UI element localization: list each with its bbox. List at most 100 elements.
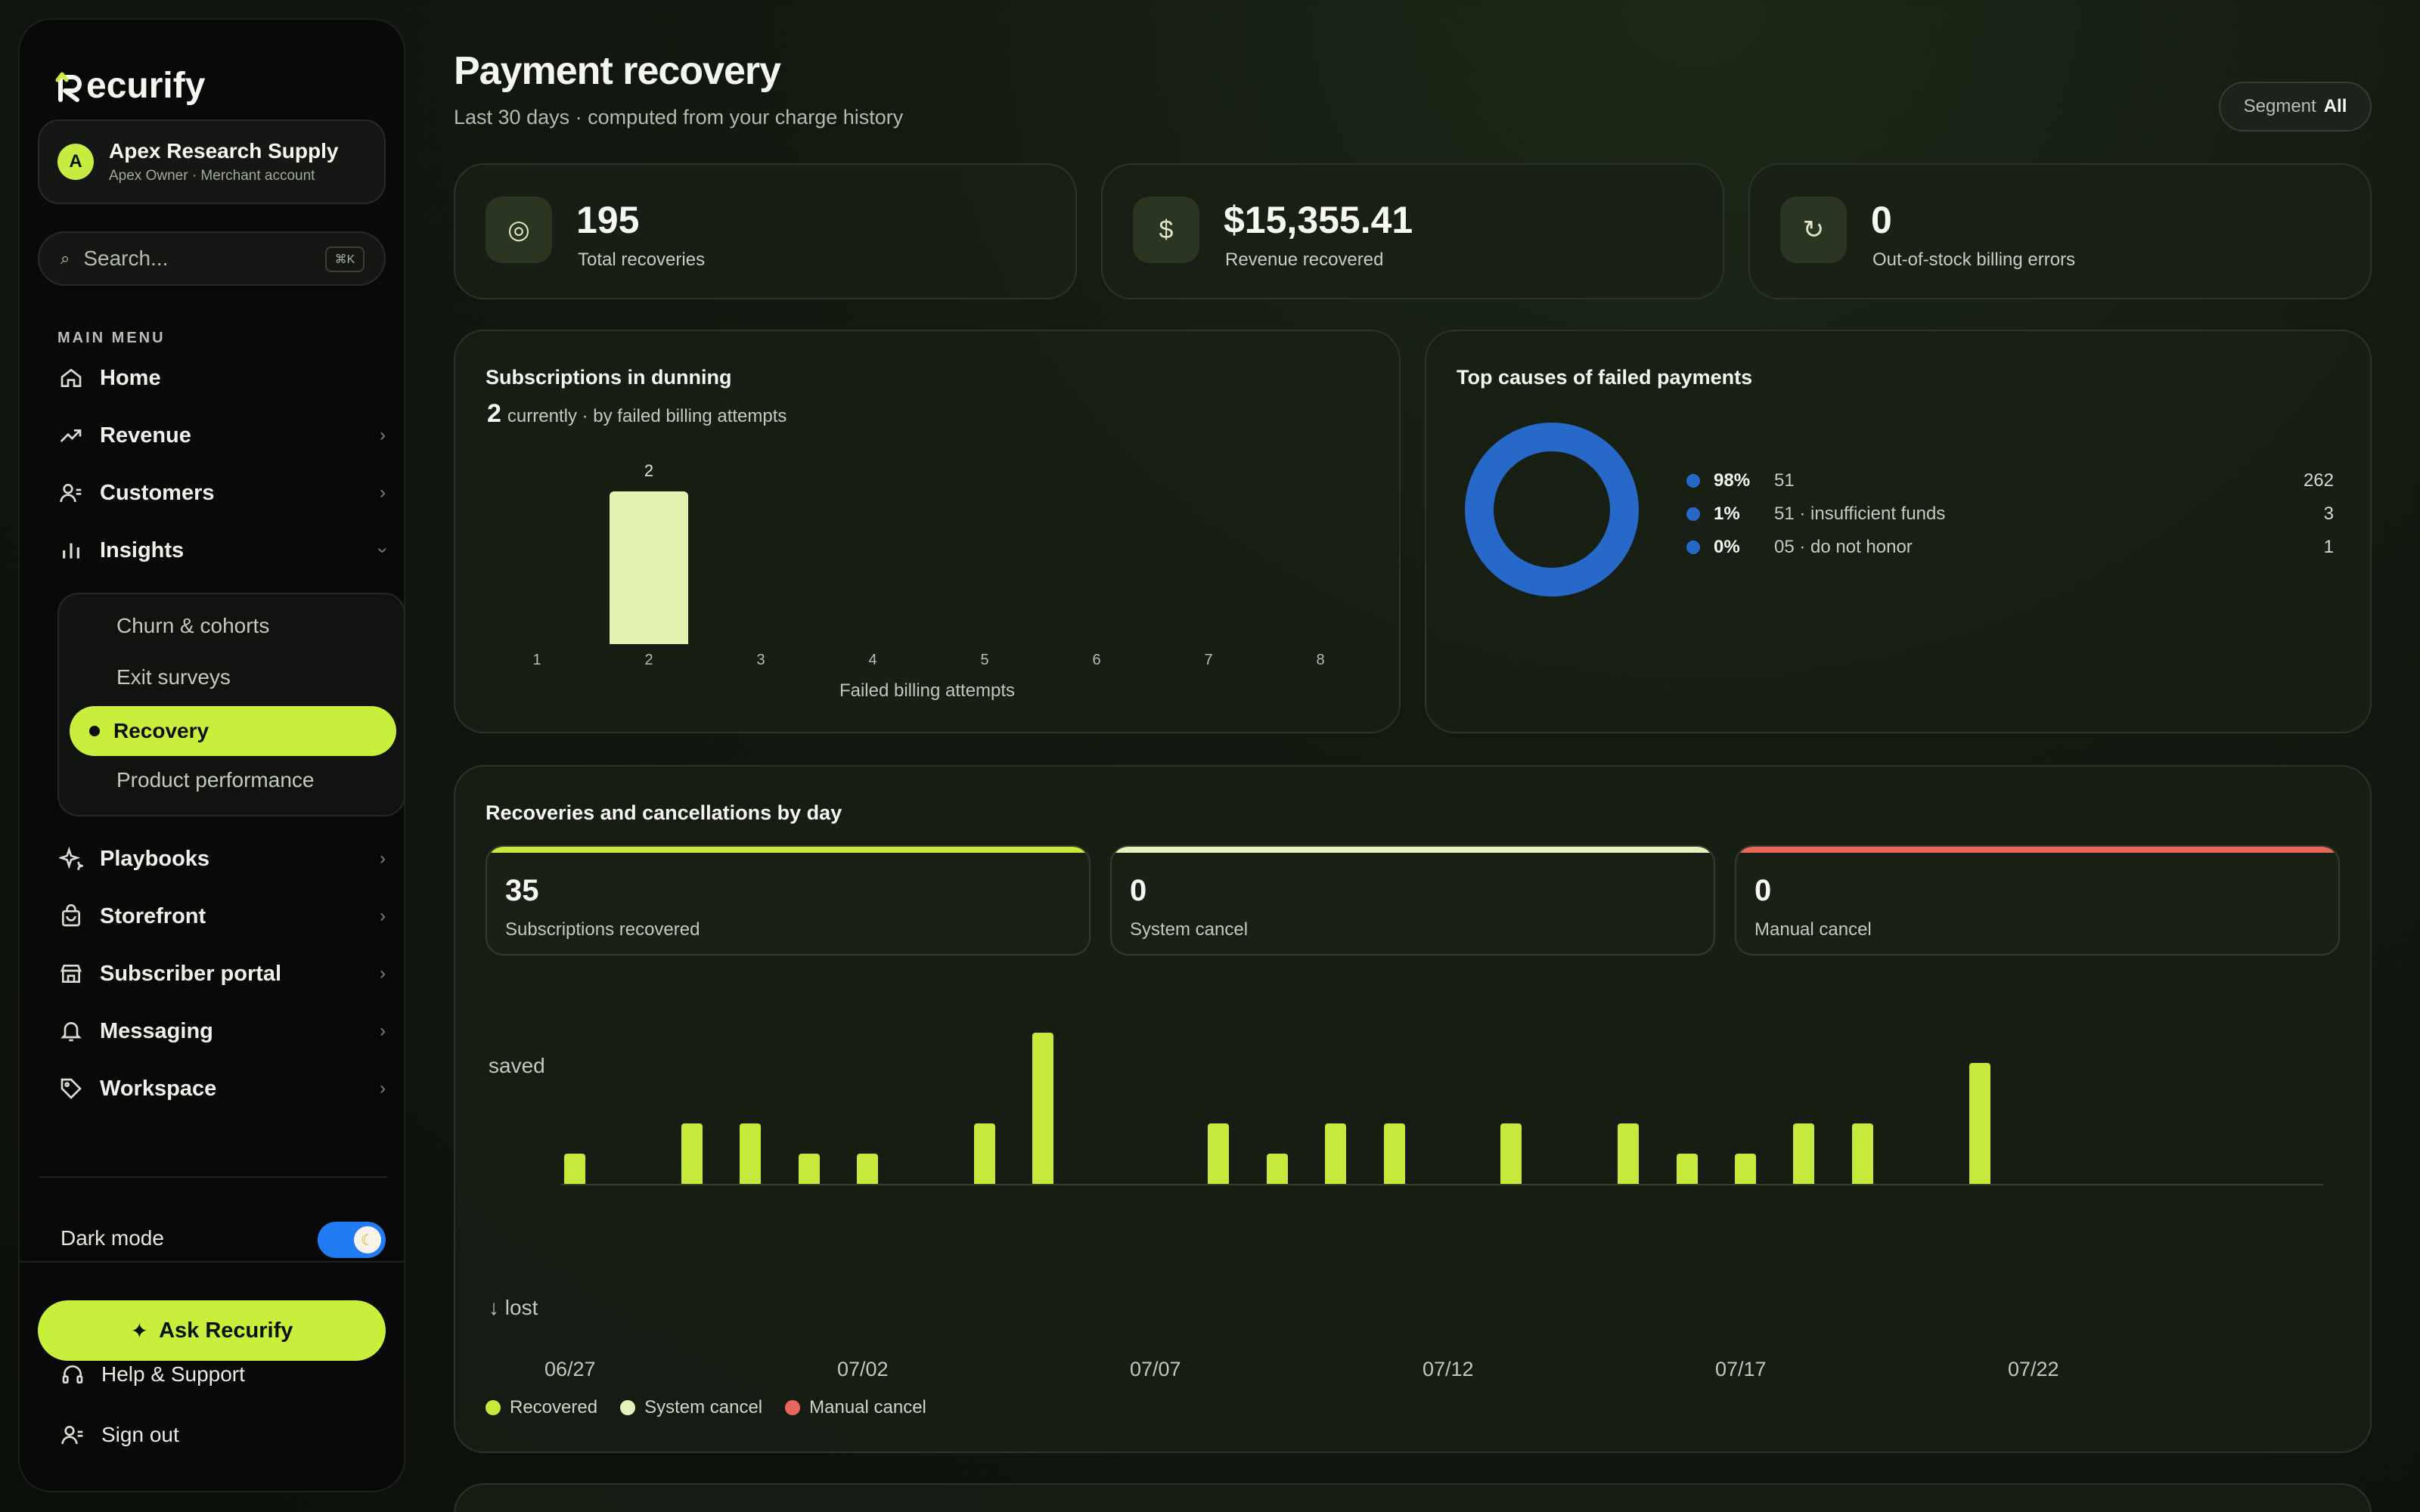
legend-label: System cancel (644, 1397, 763, 1418)
recurify-logo-icon (54, 70, 85, 103)
account-subtitle: Apex Owner · Merchant account (109, 168, 315, 184)
kpi-value: 195 (576, 199, 640, 241)
cause-count: 262 (2303, 470, 2334, 491)
recovered-bar[interactable] (1735, 1154, 1756, 1184)
logo-text: ecurify (86, 66, 206, 106)
cause-percent: 1% (1714, 503, 1740, 524)
submenu-item-recovery[interactable]: Recovery (70, 706, 396, 756)
logo[interactable]: ecurify (54, 65, 205, 107)
sidebar-item-playbooks[interactable]: Playbooks › (57, 836, 390, 881)
dunning-count-value: 2 (487, 399, 501, 428)
stat-accent (1736, 847, 2338, 853)
home-icon (57, 364, 85, 392)
users-icon (57, 479, 85, 507)
sidebar-item-storefront[interactable]: Storefront › (57, 894, 390, 939)
sign-out-label: Sign out (101, 1423, 179, 1446)
search-icon: ⌕ (60, 249, 70, 268)
x-tick-label: 06/27 (544, 1358, 596, 1380)
sidebar-item-insights[interactable]: Insights › (57, 528, 393, 573)
chevron-right-icon: › (380, 1078, 386, 1098)
legend-item: Manual cancel (785, 1397, 926, 1418)
recovered-bar[interactable] (973, 1123, 995, 1184)
recovered-bar[interactable] (1851, 1123, 1873, 1184)
store-icon (57, 960, 85, 987)
active-dot-icon (89, 726, 100, 736)
stat-value: 0 (1130, 874, 1147, 907)
refresh-icon: ↻ (1780, 197, 1847, 263)
recovered-bar[interactable] (1676, 1154, 1698, 1184)
recovered-bar[interactable] (1500, 1123, 1522, 1184)
chevron-right-icon: › (380, 1021, 386, 1041)
recovered-bar[interactable] (857, 1154, 878, 1184)
recovered-bar[interactable] (1383, 1123, 1405, 1184)
x-tick-label: 8 (1316, 652, 1325, 668)
trending-up-icon (57, 422, 85, 449)
cause-count: 3 (2323, 503, 2334, 524)
legend-label: Recovered (510, 1397, 598, 1418)
dollar-icon: $ (1133, 197, 1199, 263)
recovered-bar[interactable] (798, 1154, 820, 1184)
sidebar-item-customers[interactable]: Customers › (57, 470, 390, 516)
recovered-bar[interactable] (1266, 1154, 1288, 1184)
sidebar-item-label: Customers (100, 480, 215, 505)
sidebar-item-revenue[interactable]: Revenue › (57, 413, 390, 458)
search-input[interactable]: ⌕ Search... ⌘K (38, 231, 386, 286)
x-tick-label: 3 (756, 652, 765, 668)
recovered-bar[interactable] (1969, 1063, 1990, 1184)
recovered-bar[interactable] (681, 1123, 703, 1184)
sidebar-item-workspace[interactable]: Workspace › (57, 1066, 390, 1111)
x-tick-label: 07/02 (837, 1358, 889, 1380)
x-tick-label: 4 (868, 652, 877, 668)
kpi-label: Total recoveries (578, 249, 706, 270)
dunning-bar[interactable] (610, 491, 688, 644)
sign-out-link[interactable]: Sign out (60, 1423, 179, 1447)
legend-dot (620, 1400, 636, 1415)
dunning-x-axis-title: Failed billing attempts (839, 680, 1016, 701)
divider (20, 1261, 404, 1263)
recovered-bar[interactable] (1618, 1123, 1640, 1184)
x-tick-label: 5 (980, 652, 989, 668)
recovered-bar[interactable] (1208, 1123, 1230, 1184)
cause-label: 51 · insufficient funds (1774, 503, 1946, 524)
chevron-right-icon: › (380, 482, 386, 503)
recovered-bar[interactable] (564, 1154, 585, 1184)
cause-count: 1 (2323, 537, 2334, 557)
dark-mode-toggle[interactable]: ☾ (318, 1222, 386, 1258)
sidebar-item-label: Home (100, 365, 161, 390)
dark-mode-row: Dark mode ☾ (60, 1217, 386, 1259)
sidebar-item-subscriber-portal[interactable]: Subscriber portal › (57, 951, 390, 996)
chart-legend: Recovered System cancel Manual cancel (486, 1397, 949, 1418)
kpi-label: Out-of-stock billing errors (1872, 249, 2076, 270)
submenu-item-exit-surveys[interactable]: Exit surveys (116, 665, 231, 689)
kpi-card-revenue-recovered: $ $15,355.41 Revenue recovered (1101, 163, 1724, 299)
help-support-link[interactable]: Help & Support (60, 1362, 245, 1387)
account-name: Apex Research Supply (109, 139, 339, 163)
sidebar-item-messaging[interactable]: Messaging › (57, 1009, 390, 1054)
legend-dot (1686, 507, 1700, 521)
submenu-item-product-performance[interactable]: Product performance (116, 768, 315, 792)
divider (39, 1176, 387, 1178)
kpi-value: $15,355.41 (1224, 199, 1413, 241)
ask-button-label: Ask Recurify (159, 1318, 293, 1343)
chevron-right-icon: › (380, 425, 386, 445)
recovered-bar[interactable] (1032, 1033, 1054, 1184)
ask-recurify-button[interactable]: ✦ Ask Recurify (38, 1300, 386, 1361)
dark-mode-label: Dark mode (60, 1226, 164, 1250)
submenu-item-label: Recovery (113, 719, 209, 742)
cause-row: 0% 05 · do not honor 1 (1686, 532, 2334, 562)
segment-key: Segment (2243, 96, 2316, 116)
recovered-bar[interactable] (740, 1123, 762, 1184)
stat-value: 35 (505, 874, 539, 907)
segment-filter-button[interactable]: Segment All (2219, 82, 2372, 132)
account-switcher[interactable]: A Apex Research Supply Apex Owner · Merc… (38, 119, 386, 204)
sidebar-item-home[interactable]: Home (57, 355, 390, 401)
sidebar: ecurify A Apex Research Supply Apex Owne… (18, 18, 405, 1492)
help-label: Help & Support (101, 1362, 245, 1386)
chevron-down-icon: › (373, 547, 393, 553)
card-title: Top causes of failed payments (1457, 366, 1753, 389)
failed-payment-causes-card: Top causes of failed payments 98% 51 262… (1425, 330, 2372, 733)
submenu-item-churn[interactable]: Churn & cohorts (116, 614, 270, 637)
recovered-bar[interactable] (1793, 1123, 1815, 1184)
causes-donut-chart (1465, 423, 1639, 596)
recovered-bar[interactable] (1325, 1123, 1347, 1184)
